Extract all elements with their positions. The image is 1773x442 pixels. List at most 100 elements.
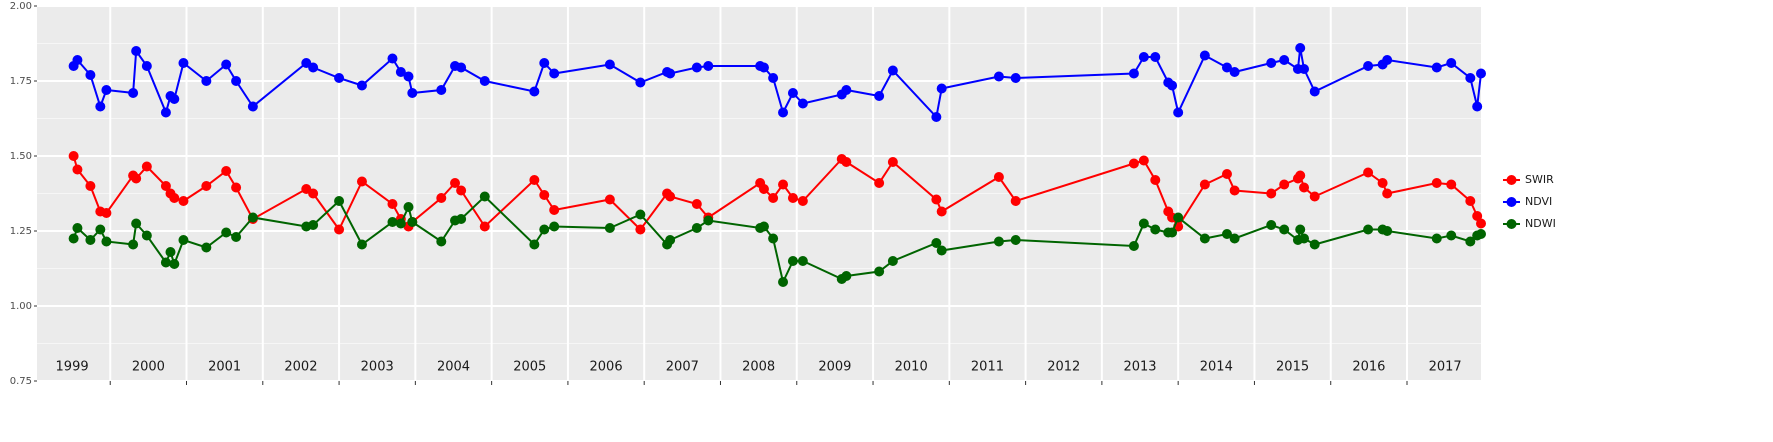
- x-tick-label: 2013: [1123, 360, 1156, 375]
- data-point: [665, 191, 676, 202]
- data-point: [356, 176, 367, 187]
- data-point: [308, 188, 319, 199]
- data-point: [1279, 179, 1290, 190]
- data-point: [456, 185, 467, 196]
- data-point: [691, 62, 702, 73]
- data-point: [1173, 212, 1184, 223]
- x-tick-label: 2003: [361, 360, 394, 375]
- data-point: [936, 206, 947, 217]
- data-point: [529, 86, 540, 97]
- data-point: [931, 112, 942, 122]
- data-point: [1431, 178, 1442, 188]
- data-point: [356, 239, 367, 250]
- data-point: [1377, 178, 1388, 188]
- data-point: [403, 202, 414, 212]
- x-tick-label: 2006: [590, 360, 623, 375]
- data-point: [95, 224, 106, 235]
- data-point: [1010, 196, 1021, 206]
- x-tick-label: 2017: [1429, 360, 1462, 375]
- data-point: [1446, 179, 1457, 190]
- data-point: [1128, 241, 1139, 251]
- data-point: [1199, 50, 1210, 61]
- data-point: [1229, 233, 1240, 244]
- data-point: [178, 196, 189, 206]
- data-point: [604, 59, 615, 70]
- x-tick-label: 2011: [971, 360, 1004, 375]
- y-tick-label: 1.25: [10, 226, 32, 237]
- legend-marker: [1506, 197, 1517, 207]
- data-point: [160, 257, 171, 268]
- data-point: [85, 235, 96, 245]
- y-tick-label: 0.75: [10, 376, 32, 387]
- data-point: [1295, 43, 1306, 53]
- data-point: [1309, 239, 1320, 250]
- data-point: [72, 55, 83, 65]
- data-point: [436, 193, 447, 203]
- data-point: [169, 193, 180, 203]
- data-point: [160, 181, 171, 191]
- data-point: [1150, 52, 1161, 62]
- data-point: [403, 71, 414, 82]
- data-point: [85, 181, 96, 191]
- data-point: [1472, 101, 1483, 112]
- data-point: [887, 65, 898, 76]
- data-point: [539, 224, 550, 235]
- data-point: [334, 196, 345, 206]
- legend-label: SWIR: [1525, 173, 1554, 186]
- data-point: [1295, 224, 1306, 235]
- data-point: [231, 232, 242, 242]
- data-point: [931, 238, 942, 248]
- data-point: [665, 235, 676, 245]
- data-point: [529, 239, 540, 250]
- data-point: [160, 107, 171, 118]
- data-point: [936, 83, 947, 94]
- data-point: [456, 214, 467, 224]
- data-point: [128, 239, 139, 250]
- data-point: [1173, 107, 1184, 118]
- data-point: [1221, 62, 1232, 73]
- data-point: [797, 98, 808, 109]
- data-point: [201, 181, 212, 191]
- data-point: [85, 70, 96, 80]
- data-point: [993, 172, 1004, 182]
- data-point: [635, 77, 646, 88]
- data-point: [1295, 170, 1306, 181]
- data-point: [95, 101, 106, 112]
- x-tick-label: 2004: [437, 360, 470, 375]
- data-point: [1299, 233, 1310, 244]
- data-point: [797, 256, 808, 266]
- data-point: [529, 175, 540, 185]
- data-point: [604, 223, 615, 233]
- legend-label: NDWI: [1525, 217, 1556, 230]
- data-point: [1476, 229, 1486, 239]
- data-point: [436, 236, 447, 247]
- data-point: [1465, 196, 1476, 206]
- x-tick-label: 1999: [56, 360, 89, 375]
- data-point: [1476, 218, 1486, 229]
- data-point: [1221, 229, 1232, 239]
- data-point: [1446, 230, 1457, 241]
- data-point: [1465, 236, 1476, 247]
- data-point: [1167, 227, 1178, 238]
- data-point: [787, 193, 798, 203]
- data-point: [456, 62, 467, 73]
- data-point: [1279, 224, 1290, 235]
- data-point: [1465, 73, 1476, 83]
- data-point: [1382, 55, 1393, 65]
- data-point: [101, 208, 112, 218]
- data-point: [1229, 185, 1240, 196]
- data-point: [308, 220, 319, 230]
- data-point: [841, 271, 852, 281]
- data-point: [758, 184, 769, 194]
- data-point: [797, 196, 808, 206]
- data-point: [1010, 73, 1021, 83]
- data-point: [387, 199, 398, 209]
- data-point: [1363, 224, 1374, 235]
- data-point: [101, 236, 112, 247]
- data-point: [993, 236, 1004, 247]
- data-point: [1010, 235, 1021, 245]
- data-point: [479, 221, 490, 232]
- data-point: [787, 256, 798, 266]
- data-point: [387, 53, 398, 64]
- data-point: [604, 194, 615, 205]
